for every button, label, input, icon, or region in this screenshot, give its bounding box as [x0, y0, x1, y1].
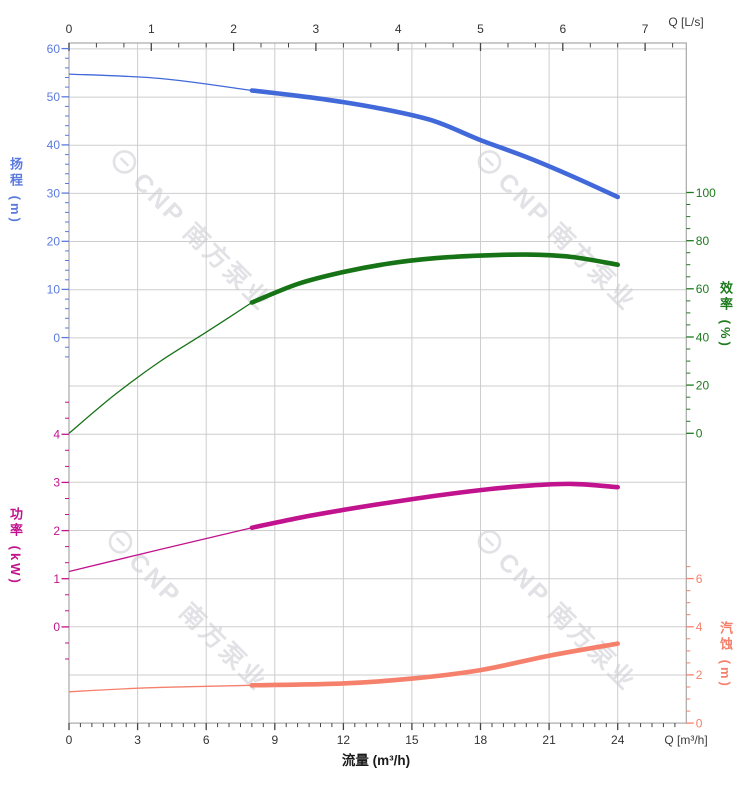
svg-text:6: 6 — [696, 572, 703, 586]
head-curve — [249, 88, 620, 200]
svg-text:2: 2 — [696, 668, 703, 682]
watermark: CNP 南方泵业 — [468, 140, 646, 318]
svg-text:3: 3 — [53, 476, 60, 490]
svg-text:50: 50 — [47, 90, 61, 104]
svg-text:0: 0 — [53, 620, 60, 634]
top-axis-unit-label: Q [L/s] — [668, 15, 704, 29]
efficiency-curve-thin — [68, 301, 253, 434]
svg-text:60: 60 — [47, 42, 61, 56]
svg-text:18: 18 — [474, 733, 488, 747]
svg-text:21: 21 — [542, 733, 556, 747]
svg-text:1: 1 — [148, 22, 155, 36]
svg-text:100: 100 — [696, 186, 716, 200]
power-axis-title: 功率 (kW) — [8, 507, 23, 586]
cnp-logo-icon — [477, 150, 502, 174]
watermark: CNP 南方泵业 — [103, 140, 281, 318]
npsh-axis-ticks — [686, 566, 694, 724]
head-axis-ticks — [61, 47, 69, 358]
efficiency-axis-title: 效率 (%) — [718, 281, 733, 349]
svg-text:4: 4 — [53, 428, 60, 442]
svg-text:0: 0 — [53, 331, 60, 345]
svg-text:0: 0 — [66, 733, 73, 747]
power-curve-thin — [68, 527, 253, 573]
bottom-axis-unit-label: Q [m³/h] — [664, 733, 708, 747]
svg-text:3: 3 — [134, 733, 141, 747]
head-axis-labels: 60 50 40 30 20 10 0 — [47, 42, 61, 345]
power-axis-labels: 4 3 2 1 0 — [53, 428, 60, 635]
svg-text:2: 2 — [230, 22, 237, 36]
svg-text:7: 7 — [642, 22, 649, 36]
cnp-logo-icon — [112, 150, 137, 174]
cnp-logo-icon — [477, 530, 502, 554]
npsh-axis-title: 汽蚀 (m) — [718, 621, 733, 689]
svg-text:6: 6 — [559, 22, 566, 36]
svg-text:5: 5 — [477, 22, 484, 36]
watermark: CNP 南方泵业 — [468, 520, 646, 698]
svg-text:2: 2 — [53, 524, 60, 538]
top-axis-ticks — [68, 43, 674, 51]
npsh-curve-thin — [68, 684, 252, 693]
svg-text:24: 24 — [611, 733, 625, 747]
svg-text:60: 60 — [696, 282, 710, 296]
svg-text:0: 0 — [696, 427, 703, 441]
efficiency-axis-ticks — [686, 191, 694, 434]
head-axis-title: 扬程 (m) — [8, 157, 23, 225]
svg-text:1: 1 — [53, 572, 60, 586]
svg-text:80: 80 — [696, 234, 710, 248]
svg-text:20: 20 — [47, 235, 61, 249]
bottom-axis-labels: 0 3 6 9 12 15 18 21 24 — [66, 733, 625, 747]
efficiency-axis-labels: 100 80 60 40 20 0 — [696, 186, 716, 441]
gridlines — [69, 43, 687, 724]
svg-text:12: 12 — [337, 733, 351, 747]
npsh-axis-labels: 6 4 2 0 — [696, 572, 703, 731]
svg-text:10: 10 — [47, 283, 61, 297]
power-axis-ticks — [61, 401, 69, 660]
power-curve — [249, 481, 620, 530]
svg-text:40: 40 — [696, 330, 710, 344]
x-axis-title: 流量 (m³/h) — [341, 753, 411, 768]
svg-text:30: 30 — [47, 186, 61, 200]
svg-text:6: 6 — [203, 733, 210, 747]
efficiency-curve — [249, 252, 620, 305]
head-curve-thin — [68, 73, 252, 92]
top-axis-labels: 0 1 2 3 4 5 6 7 — [66, 22, 649, 36]
svg-text:4: 4 — [696, 620, 703, 634]
watermark: CNP 南方泵业 — [99, 520, 277, 698]
svg-text:9: 9 — [271, 733, 278, 747]
svg-text:3: 3 — [313, 22, 320, 36]
svg-text:20: 20 — [696, 378, 710, 392]
svg-text:0: 0 — [66, 22, 73, 36]
svg-text:0: 0 — [696, 716, 703, 730]
bottom-axis-ticks — [68, 723, 676, 731]
cnp-logo-icon — [108, 530, 133, 554]
svg-text:40: 40 — [47, 138, 61, 152]
npsh-curve — [249, 641, 620, 688]
svg-text:15: 15 — [405, 733, 419, 747]
svg-text:4: 4 — [395, 22, 402, 36]
